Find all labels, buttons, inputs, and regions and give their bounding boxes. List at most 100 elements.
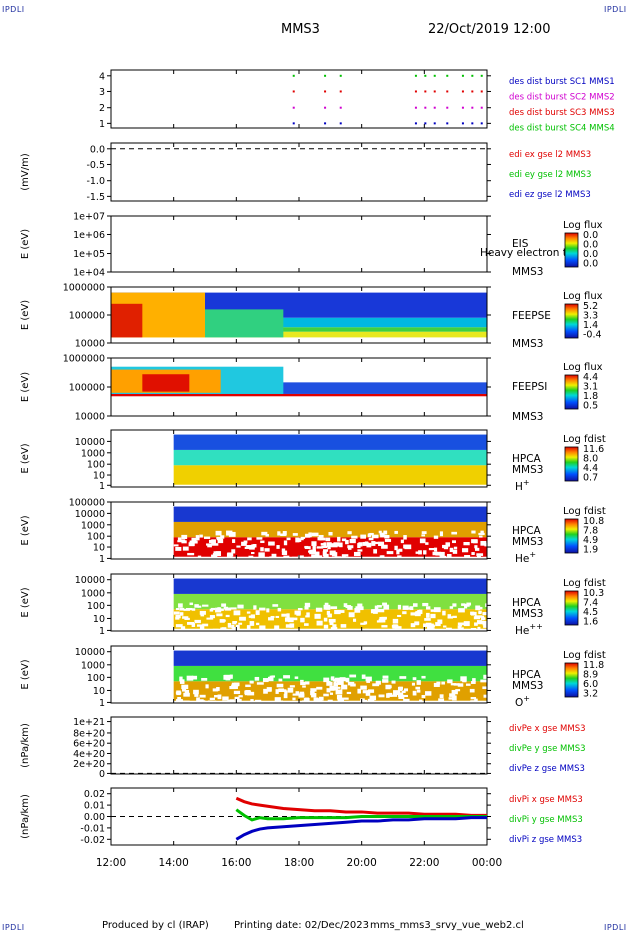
noise-speck [308,550,315,553]
noise-speck [311,541,317,546]
noise-speck [175,546,182,551]
noise-speck [202,623,209,627]
noise-speck [415,686,421,690]
feepsi-band [111,393,487,397]
noise-speck [357,543,361,549]
y-tick-label: 1e+05 [73,249,105,260]
noise-speck [386,693,390,698]
noise-speck [471,530,476,534]
y-tick-label: 0 [99,769,105,780]
noise-speck [452,615,457,619]
y-tick-label: -0.01 [80,823,105,834]
noise-speck [235,698,242,702]
noise-speck [259,607,266,611]
y-axis-label: E (eV) [20,300,31,330]
noise-speck [470,627,477,633]
noise-speck [378,530,382,534]
noise-speck [217,694,222,700]
colorbar-tick-label: 4.9 [583,535,598,546]
burst-mark [339,74,342,77]
noise-speck [414,611,421,617]
noise-speck [250,614,255,619]
noise-speck [480,617,486,620]
noise-speck [311,692,317,698]
noise-speck [206,543,213,546]
noise-speck [474,545,478,549]
noise-speck [482,611,490,616]
noise-speck [177,537,182,541]
y-tick-label: 1000 [81,448,105,459]
noise-speck [184,689,190,694]
colorbar [564,662,579,698]
y-tick-label: 100 [87,673,105,684]
noise-speck [377,608,385,613]
noise-speck [382,602,388,606]
noise-speck [283,540,288,546]
noise-speck [366,542,372,548]
noise-speck [292,693,299,696]
noise-speck [327,613,332,618]
noise-speck [345,539,349,545]
noise-speck [461,603,466,606]
noise-speck [394,545,398,551]
noise-speck [196,697,200,703]
noise-speck [410,623,416,628]
noise-speck [384,702,390,706]
instrument-label: HPCA [512,597,542,609]
noise-speck [181,687,187,692]
noise-speck [398,548,403,552]
noise-speck [326,688,331,693]
noise-speck [298,693,305,698]
y-tick-label: 1e+06 [73,230,105,241]
noise-speck [211,554,218,559]
noise-speck [479,558,484,561]
noise-speck [176,699,183,702]
hpca-band [173,506,487,522]
colorbar-title: Log flux [563,291,603,302]
colorbar-tick-label: 1.6 [583,617,598,628]
noise-speck [289,623,295,628]
noise-speck [256,537,263,540]
burst-mark [292,90,295,93]
colorbar-title: Log fdist [563,434,606,445]
noise-speck [189,602,194,606]
colorbar [564,446,579,482]
species-label: O+ [515,694,530,709]
noise-speck [415,551,422,554]
noise-speck [333,681,337,684]
noise-speck [286,613,290,618]
noise-speck [453,683,460,686]
noise-speck [480,620,486,624]
y-axis-label: E (eV) [20,659,31,689]
noise-speck [295,691,300,695]
x-tick-label: 14:00 [159,857,189,869]
noise-speck [182,700,190,705]
noise-speck [323,693,329,697]
noise-speck [480,679,487,683]
y-axis-label: E (eV) [20,229,31,259]
noise-speck [194,619,201,624]
y-tick-label: 1 [99,119,105,130]
colorbar-tick-label: 4.4 [583,372,598,383]
legend-entry: divPi y gse MMS3 [509,815,583,825]
noise-speck [229,685,236,690]
burst-mark [480,74,483,77]
noise-speck [207,544,212,548]
x-tick-label: 12:00 [96,857,126,869]
species-label: H+ [515,478,530,493]
noise-speck [445,542,451,547]
noise-speck [397,604,402,610]
noise-speck [382,675,389,679]
noise-speck [393,690,400,696]
noise-speck [344,558,350,564]
noise-speck [412,677,417,681]
noise-speck [286,629,291,634]
legend-entry: divPe x gse MMS3 [509,724,586,734]
noise-speck [238,695,243,698]
noise-speck [397,686,403,691]
noise-speck [225,614,230,618]
spacecraft-label: MMS3 [512,680,543,692]
instrument-label: FEEPSI [512,381,547,393]
noise-speck [433,535,439,539]
noise-speck [458,627,464,631]
